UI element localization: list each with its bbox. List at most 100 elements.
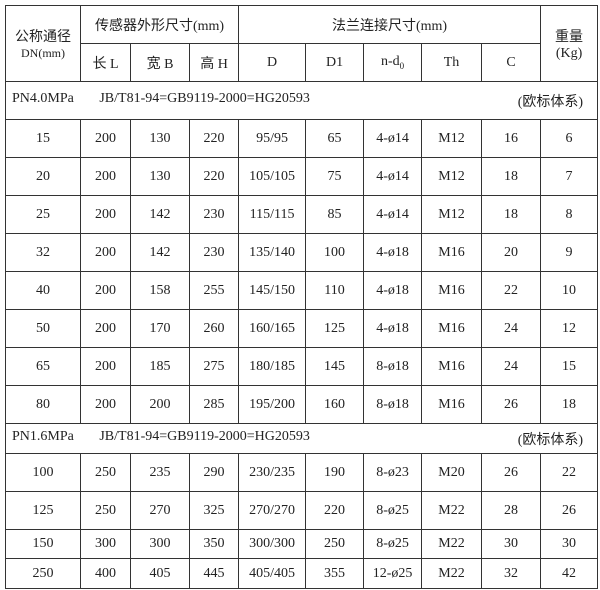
standard-system: (欧标体系) <box>517 432 584 448</box>
table-cell: 18 <box>481 157 542 196</box>
table-cell: 135/140 <box>238 233 307 272</box>
table-cell: 50 <box>5 309 81 348</box>
table-cell: 355 <box>305 558 365 589</box>
table-cell: 12 <box>540 309 599 348</box>
table-row: 40 200 158 255 145/150 110 4-ø18 M16 22 10 <box>5 271 599 310</box>
col-height: 高 H <box>188 43 240 82</box>
table-cell: 95/95 <box>238 119 307 158</box>
table-cell: 22 <box>481 271 542 310</box>
table-row: 20 200 130 220 105/105 75 4-ø14 M12 18 7 <box>5 157 599 196</box>
table-cell: 32 <box>5 233 81 272</box>
table-cell: 4-ø18 <box>363 309 423 348</box>
table-cell: M22 <box>421 491 483 530</box>
flange-dimension-table: 公称通径 DN(mm) 传感器外形尺寸(mm) 法兰连接尺寸(mm) 重量 (Kg)… <box>4 5 599 589</box>
table-cell: 220 <box>305 491 365 530</box>
table-cell: 200 <box>80 271 131 310</box>
table-cell: 28 <box>481 491 542 530</box>
table-cell: 160/165 <box>238 309 307 348</box>
table-cell: M12 <box>421 157 483 196</box>
table-cell: 6 <box>540 119 599 158</box>
table-cell: 42 <box>540 558 599 589</box>
table-cell: 158 <box>130 271 190 310</box>
table-cell: 405 <box>130 558 190 589</box>
table-row: 100 250 235 290 230/235 190 8-ø23 M20 26 22 <box>5 453 599 492</box>
table-cell: 32 <box>481 558 542 589</box>
table-cell: M16 <box>421 347 483 386</box>
table-cell: 260 <box>188 309 240 348</box>
table-cell: 145 <box>305 347 365 386</box>
table-cell: 24 <box>481 309 542 348</box>
table-cell: 270/270 <box>238 491 307 530</box>
col-d: D <box>238 43 307 82</box>
table-cell: 275 <box>188 347 240 386</box>
col-width: 宽 B <box>130 43 190 82</box>
table-cell: 142 <box>130 233 190 272</box>
sensor-dimensions-header: 传感器外形尺寸(mm) <box>79 5 240 44</box>
weight-header: 重量 (Kg) <box>540 5 599 82</box>
table-cell: 250 <box>80 491 131 530</box>
table-cell: 40 <box>5 271 81 310</box>
table-cell: 405/405 <box>238 558 307 589</box>
table-cell: 170 <box>130 309 190 348</box>
table-cell: 110 <box>305 271 365 310</box>
table-cell: 300/300 <box>238 529 307 559</box>
table-cell: 142 <box>130 195 190 234</box>
table-row: 32 200 142 230 135/140 100 4-ø18 M16 20 9 <box>5 233 599 272</box>
table-cell: 130 <box>130 157 190 196</box>
table-cell: 30 <box>540 529 599 559</box>
table-cell: 7 <box>540 157 599 196</box>
standard-code: JB/T81-94=GB9119-2000=HG20593 <box>99 90 310 106</box>
table-cell: M16 <box>421 271 483 310</box>
pressure-section-row: PN1.6MPa JB/T81-94=GB9119-2000=HG20593 (… <box>4 423 599 454</box>
pressure-rating: PN1.6MPa <box>12 428 74 444</box>
table-cell: 25 <box>5 195 81 234</box>
table-cell: 185 <box>130 347 190 386</box>
table-cell: M12 <box>421 119 483 158</box>
table-cell: 195/200 <box>238 385 307 424</box>
pressure-section-row: PN4.0MPa JB/T81-94=GB9119-2000=HG20593 (… <box>4 81 599 120</box>
table-cell: 24 <box>481 347 542 386</box>
table-cell: 180/185 <box>238 347 307 386</box>
table-cell: 250 <box>5 558 81 589</box>
table-cell: 12-ø25 <box>363 558 423 589</box>
table-cell: 145/150 <box>238 271 307 310</box>
table-cell: 115/115 <box>238 195 307 234</box>
table-cell: 255 <box>188 271 240 310</box>
table-cell: 4-ø18 <box>363 271 423 310</box>
table-cell: 4-ø14 <box>363 119 423 158</box>
standard-system: (欧标体系) <box>517 94 584 110</box>
table-cell: M22 <box>421 529 483 559</box>
table-cell: 160 <box>305 385 365 424</box>
table-cell: 16 <box>481 119 542 158</box>
table-row: 15 200 130 220 95/95 65 4-ø14 M12 16 6 <box>5 119 599 158</box>
table-cell: 445 <box>188 558 240 589</box>
table-row: 25 200 142 230 115/115 85 4-ø14 M12 18 8 <box>5 195 599 234</box>
table-cell: 8 <box>540 195 599 234</box>
table-row: 125 250 270 325 270/270 220 8-ø25 M22 28 26 <box>5 491 599 530</box>
table-cell: 200 <box>80 309 131 348</box>
pressure-section-cell: PN4.0MPa JB/T81-94=GB9119-2000=HG20593 (… <box>4 81 599 120</box>
table-row: 250 400 405 445 405/405 355 12-ø25 M22 32 42 <box>5 558 599 589</box>
table-cell: 8-ø25 <box>363 491 423 530</box>
table-cell: 8-ø18 <box>363 385 423 424</box>
table-cell: 200 <box>80 233 131 272</box>
table-cell: 125 <box>5 491 81 530</box>
table-cell: 220 <box>188 157 240 196</box>
table-cell: 235 <box>130 453 190 492</box>
table-row: 150 300 300 350 300/300 250 8-ø25 M22 30 30 <box>5 529 599 559</box>
table-cell: 105/105 <box>238 157 307 196</box>
col-d1: D1 <box>305 43 365 82</box>
table-cell: 20 <box>481 233 542 272</box>
col-th: Th <box>421 43 483 82</box>
table-cell: 200 <box>80 195 131 234</box>
table-cell: 125 <box>305 309 365 348</box>
table-cell: 200 <box>80 157 131 196</box>
table-cell: 100 <box>305 233 365 272</box>
table-cell: 15 <box>5 119 81 158</box>
table-cell: 9 <box>540 233 599 272</box>
col-n-d0: n-d0 <box>363 43 423 82</box>
table-cell: 8-ø25 <box>363 529 423 559</box>
table-cell: 250 <box>80 453 131 492</box>
table-cell: 290 <box>188 453 240 492</box>
table-cell: 325 <box>188 491 240 530</box>
